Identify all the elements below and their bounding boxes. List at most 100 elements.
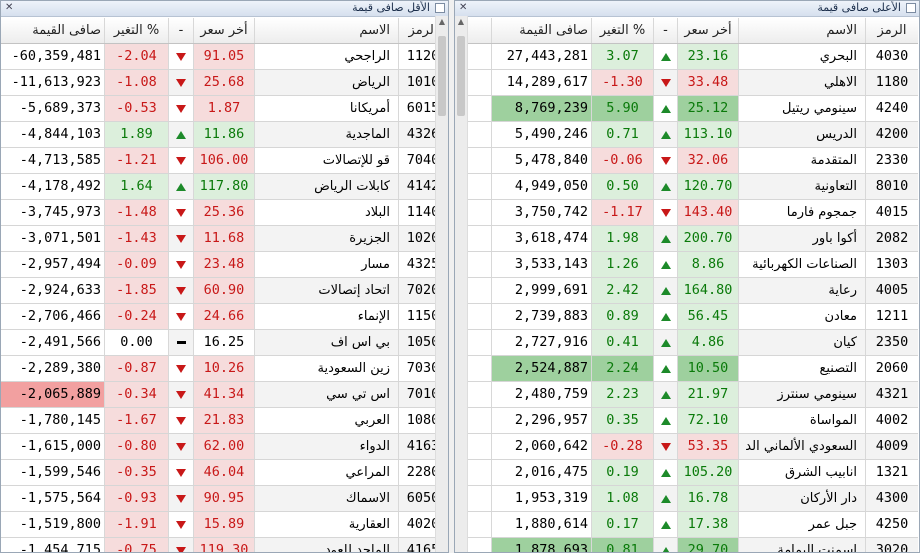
table-row[interactable]: 27,443,281 3.07 23.16 البحري 4030 <box>468 44 918 70</box>
table-row[interactable]: 8,769,239 5.90 25.12 سينومي ريتيل 4240 <box>468 96 918 122</box>
cell-net-value: 2,524,887 <box>491 356 591 381</box>
cell-change: -1.43 <box>104 226 168 251</box>
table-row[interactable]: -4,713,585 -1.21 106.00 قو للإتصالات 7040 <box>1 148 447 174</box>
table-row[interactable]: -5,689,373 -0.53 1.87 أمريكانا 6015 <box>1 96 447 122</box>
cell-code: 7030 <box>398 356 447 381</box>
header-direction[interactable]: - <box>653 18 677 43</box>
table-row[interactable]: 3,750,742 -1.17 143.40 جمجوم فارما 4015 <box>468 200 918 226</box>
table-row[interactable]: 2,999,691 2.42 164.80 رعاية 4005 <box>468 278 918 304</box>
cell-name: سينومي ريتيل <box>738 96 865 121</box>
table-row[interactable]: 1,878,693 0.81 29.70 اسمنت اليمامة 3020 <box>468 538 918 552</box>
highest-net-value-table: صافى القيمة التغير % - أخر سعر الاسم الر… <box>468 18 918 552</box>
cell-last-price: 119.30 <box>193 538 254 552</box>
table-row[interactable]: 3,618,474 1.98 200.70 أكوا باور 2082 <box>468 226 918 252</box>
table-row[interactable]: -11,613,923 -1.08 25.68 الرياض 1010 <box>1 70 447 96</box>
table-row[interactable]: 2,739,883 0.89 56.45 معادن 1211 <box>468 304 918 330</box>
table-row[interactable]: -4,178,492 1.64 117.80 كابلات الرياض 4142 <box>1 174 447 200</box>
cell-change: -0.35 <box>104 460 168 485</box>
cell-name: الإنماء <box>254 304 398 329</box>
cell-name: المتقدمة <box>738 148 865 173</box>
table-row[interactable]: -3,071,501 -1.43 11.68 الجزيرة 1020 <box>1 226 447 252</box>
cell-code: 1150 <box>398 304 447 329</box>
cell-name: اس تي سي <box>254 382 398 407</box>
cell-last-price: 32.06 <box>677 148 738 173</box>
cell-last-price: 143.40 <box>677 200 738 225</box>
table-body: 27,443,281 3.07 23.16 البحري 4030 14,289,617-… <box>468 44 918 552</box>
table-row[interactable]: 2,296,957 0.35 72.10 المواساة 4002 <box>468 408 918 434</box>
header-code[interactable]: الرمز <box>398 18 447 43</box>
table-row[interactable]: 2,016,475 0.19 105.20 انابيب الشرق 1321 <box>468 460 918 486</box>
header-code[interactable]: الرمز <box>865 18 918 43</box>
cell-direction <box>653 200 677 225</box>
table-row[interactable]: -1,575,564 -0.93 90.95 الاسماك 6050 <box>1 486 447 512</box>
table-row[interactable]: -2,491,566 0.00 16.25 بي اس اف 1050 <box>1 330 447 356</box>
header-net-value[interactable]: صافى القيمة <box>32 23 101 38</box>
header-name[interactable]: الاسم <box>254 18 398 43</box>
table-row[interactable]: 1,953,319 1.08 16.78 دار الأركان 4300 <box>468 486 918 512</box>
cell-code: 2280 <box>398 460 447 485</box>
cell-direction <box>168 278 193 303</box>
arrow-down-icon <box>176 546 186 552</box>
table-row[interactable]: -60,359,481 -2.04 91.05 الراجحي 1120 <box>1 44 447 70</box>
cell-code: 1120 <box>398 44 447 69</box>
cell-change: 1.98 <box>591 226 653 251</box>
header-direction[interactable]: - <box>168 18 193 43</box>
close-icon[interactable]: ✕ <box>5 2 14 13</box>
header-last-price[interactable]: أخر سعر <box>193 18 254 43</box>
scroll-up-icon[interactable]: ▲ <box>438 17 446 26</box>
table-row[interactable]: -2,957,494 -0.09 23.48 مسار 4325 <box>1 252 447 278</box>
table-row[interactable]: -2,706,466 -0.24 24.66 الإنماء 1150 <box>1 304 447 330</box>
close-icon[interactable]: ✕ <box>459 2 468 13</box>
table-row[interactable]: -1,615,000 -0.80 62.00 الدواء 4163 <box>1 434 447 460</box>
table-row[interactable]: 2,060,642 -0.28 53.35 السعودي الألماني الد 4… <box>468 434 918 460</box>
cell-direction <box>653 512 677 537</box>
header-name[interactable]: الاسم <box>738 18 865 43</box>
table-row[interactable]: -1,599,546 -0.35 46.04 المراعي 2280 <box>1 460 447 486</box>
table-row[interactable]: 2,727,916 0.41 4.86 كيان 2350 <box>468 330 918 356</box>
vertical-scrollbar[interactable]: ▲ <box>435 16 448 552</box>
cell-change: -1.48 <box>104 200 168 225</box>
table-row[interactable]: -2,924,633 -1.85 60.90 اتحاد إتصالات 7020 <box>1 278 447 304</box>
table-row[interactable]: 2,480,759 2.23 21.97 سينومي سنترز 4321 <box>468 382 918 408</box>
arrow-down-icon <box>176 104 186 113</box>
arrow-up-icon <box>660 234 671 243</box>
cell-name: الراجحي <box>254 44 398 69</box>
scrollbar-thumb[interactable] <box>438 36 446 116</box>
header-last-price[interactable]: أخر سعر <box>677 18 738 43</box>
cell-name: البلاد <box>254 200 398 225</box>
table-row[interactable]: 14,289,617 -1.30 33.48 الاهلي 1180 <box>468 70 918 96</box>
table-row[interactable]: -1,780,145 -1.67 21.83 العربي 1080 <box>1 408 447 434</box>
table-row[interactable]: 3,533,143 1.26 8.86 الصناعات الكهربائية 1303 <box>468 252 918 278</box>
table-row[interactable]: -1,454,715 -0.75 119.30 الماجد للعود 4165 <box>1 538 447 552</box>
header-net-value[interactable]: صافى القيمة <box>491 18 591 43</box>
table-row[interactable]: 5,478,840 -0.06 32.06 المتقدمة 2330 <box>468 148 918 174</box>
header-change[interactable]: التغير % <box>104 18 168 43</box>
table-row[interactable]: -3,745,973 -1.48 25.36 البلاد 1140 <box>1 200 447 226</box>
table-row[interactable]: 1,880,614 0.17 17.38 جبل عمر 4250 <box>468 512 918 538</box>
cell-change: 0.17 <box>591 512 653 537</box>
cell-name: زين السعودية <box>254 356 398 381</box>
table-row[interactable]: 2,524,887 2.24 10.50 التصنيع 2060 <box>468 356 918 382</box>
cell-net-value: -5,689,373 <box>19 100 101 116</box>
scroll-up-icon[interactable]: ▲ <box>457 17 465 26</box>
arrow-down-icon <box>176 208 186 217</box>
cell-change: 2.42 <box>591 278 653 303</box>
cell-last-price: 46.04 <box>193 460 254 485</box>
table-row[interactable]: 5,490,246 0.71 113.10 الدريس 4200 <box>468 122 918 148</box>
table-row[interactable]: -1,519,800 -1.91 15.89 العقارية 4020 <box>1 512 447 538</box>
cell-last-price: 4.86 <box>677 330 738 355</box>
cell-change: 0.00 <box>104 330 168 355</box>
cell-code: 4321 <box>865 382 918 407</box>
table-row[interactable]: -4,844,103 1.89 11.86 الماجدية 4326 <box>1 122 447 148</box>
scrollbar-thumb[interactable] <box>457 36 465 116</box>
arrow-up-icon <box>660 52 671 61</box>
table-row[interactable]: -2,289,380 -0.87 10.26 زين السعودية 7030 <box>1 356 447 382</box>
cell-net-value: -2,957,494 <box>19 256 101 272</box>
cell-last-price: 16.25 <box>193 330 254 355</box>
table-row[interactable]: 4,949,050 0.50 120.70 التعاونية 8010 <box>468 174 918 200</box>
table-row[interactable]: -2,065,889 -0.34 41.34 اس تي سي 7010 <box>1 382 447 408</box>
vertical-scrollbar[interactable]: ▲ <box>455 16 468 552</box>
cell-net-value: -4,844,103 <box>19 126 101 142</box>
header-change[interactable]: التغير % <box>591 18 653 43</box>
cell-change: -1.91 <box>104 512 168 537</box>
